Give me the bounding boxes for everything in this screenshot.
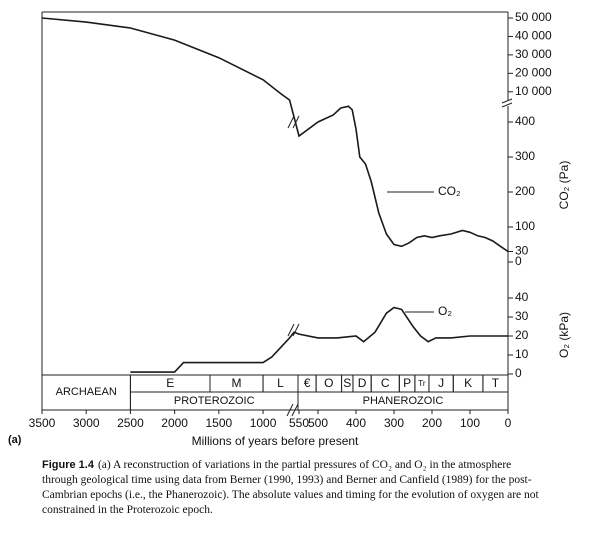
period-label: C xyxy=(381,376,390,390)
period-label: J xyxy=(438,376,444,390)
x-tick-label: 1000 xyxy=(250,416,277,430)
y-tick-label: 200 xyxy=(515,184,535,198)
y-tick-label: 10 000 xyxy=(515,84,552,98)
period-label: D xyxy=(358,376,367,390)
period-label: Tr xyxy=(418,379,426,388)
y-tick-label: 20 xyxy=(515,328,529,342)
axis-break-gap xyxy=(502,100,514,106)
series-line xyxy=(41,17,509,253)
y-tick-label: 40 000 xyxy=(515,29,552,43)
y-tick-label: 30 xyxy=(515,309,529,323)
x-axis-label: Millions of years before present xyxy=(192,434,359,448)
x-tick-label: 300 xyxy=(384,416,404,430)
panel-label: (a) xyxy=(8,434,22,446)
curve-break xyxy=(287,115,300,129)
y-tick-label: 400 xyxy=(515,114,535,128)
y-tick-label: 100 xyxy=(515,219,535,233)
eon-label: ARCHAEAN xyxy=(56,386,117,398)
x-tick-label: 2000 xyxy=(161,416,188,430)
caption-text: (a) A reconstruction of variations in th… xyxy=(42,459,539,516)
period-label: L xyxy=(277,376,284,390)
eon-label: PROTEROZOIC xyxy=(174,395,255,407)
eon-box xyxy=(297,391,509,411)
x-tick-label: 550 xyxy=(289,416,309,430)
series-label: CO₂ xyxy=(438,184,461,198)
series-label: O₂ xyxy=(438,304,452,318)
curve-break xyxy=(287,323,300,337)
period-label: S xyxy=(343,376,351,390)
y-tick-label: 0 xyxy=(515,366,522,380)
x-tick-label: 2500 xyxy=(117,416,144,430)
y-tick-label: 40 xyxy=(515,290,529,304)
period-label: P xyxy=(403,376,411,390)
y-tick-label: 30 000 xyxy=(515,47,552,61)
period-label: € xyxy=(304,376,311,390)
x-tick-label: 1500 xyxy=(205,416,232,430)
y-tick-label: 30 xyxy=(515,244,529,258)
x-tick-label: 3500 xyxy=(29,416,56,430)
caption-label: Figure 1.4 xyxy=(42,459,94,471)
y-tick-label: 300 xyxy=(515,149,535,163)
y-tick-label: 20 000 xyxy=(515,66,552,80)
period-label: E xyxy=(166,376,174,390)
period-label: T xyxy=(492,376,500,390)
period-label: M xyxy=(232,376,242,390)
period-label: O xyxy=(324,376,333,390)
y-axis-label: O₂ (kPa) xyxy=(557,312,571,358)
eon-label: PHANEROZOIC xyxy=(363,395,444,407)
x-tick-label: 3000 xyxy=(73,416,100,430)
y-tick-label: 10 xyxy=(515,347,529,361)
x-tick-label: 400 xyxy=(346,416,366,430)
x-tick-label: 200 xyxy=(422,416,442,430)
series-line xyxy=(130,306,508,373)
y-tick-label: 0 xyxy=(515,254,522,268)
x-tick-label: 100 xyxy=(460,416,480,430)
caption: Figure 1.4 (a) A reconstruction of variat… xyxy=(42,458,542,518)
x-tick-label: 500 xyxy=(308,416,328,430)
y-tick-label: 50 000 xyxy=(515,10,552,24)
y-axis-label: CO₂ (Pa) xyxy=(557,161,571,210)
period-label: K xyxy=(464,376,472,390)
chart: Millions of years before present (a) 350… xyxy=(8,10,571,448)
x-tick-label: 0 xyxy=(505,416,512,430)
axis-break xyxy=(501,98,513,108)
